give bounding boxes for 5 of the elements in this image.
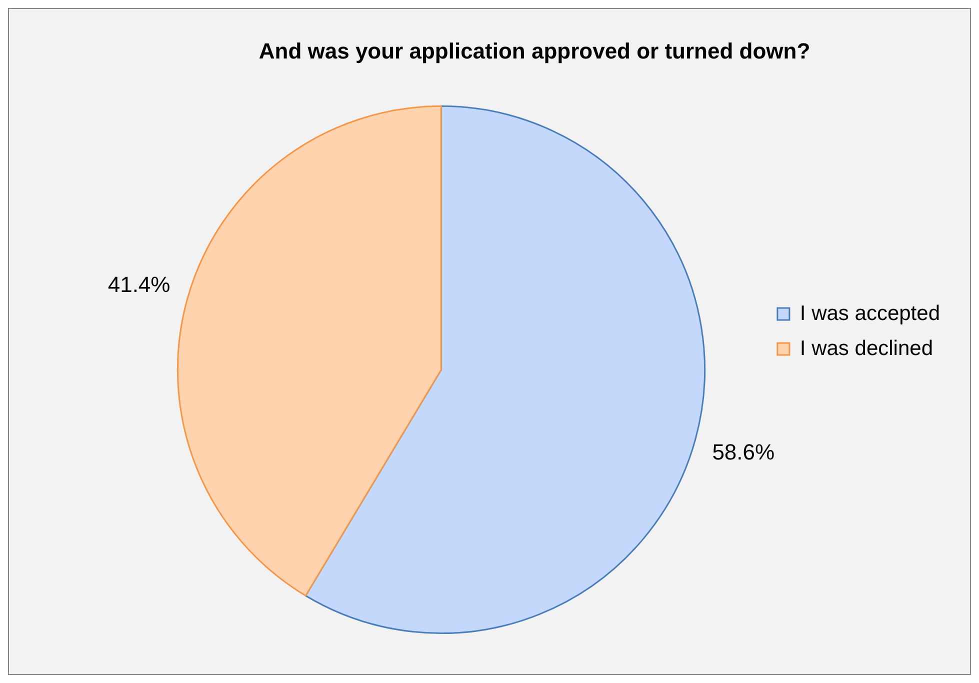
legend-label: I was declined xyxy=(800,336,933,360)
chart-title: And was your application approved or turned down? xyxy=(258,38,810,64)
legend-label: I was accepted xyxy=(800,302,940,325)
data-label: 58.6% xyxy=(712,439,775,464)
data-label: 41.4% xyxy=(108,272,170,298)
